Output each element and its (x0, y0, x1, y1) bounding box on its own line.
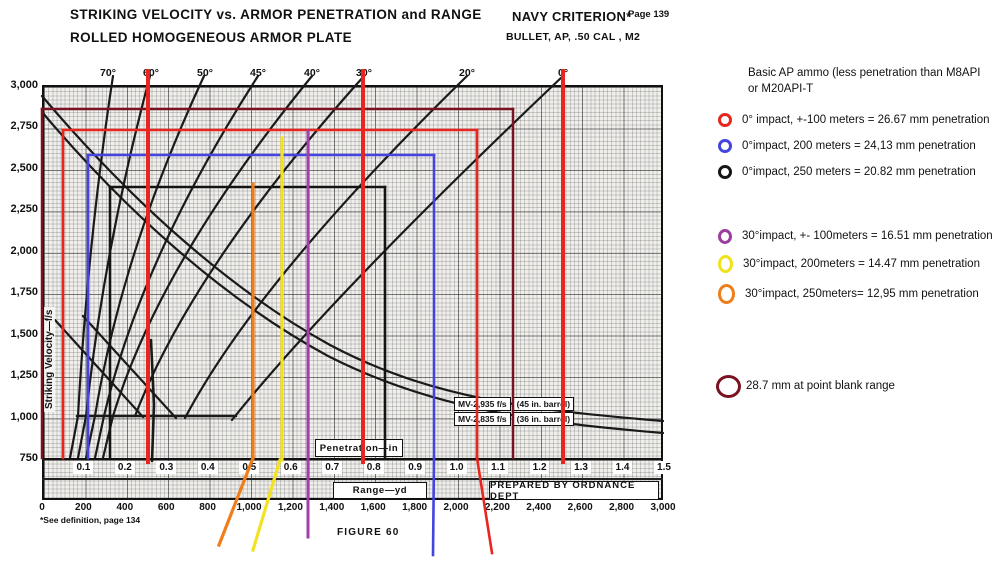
legend-item-label: 0° impact, +-100 meters = 26.67 mm penet… (742, 114, 990, 126)
angle-label: 0° (557, 67, 569, 79)
legend-item: 30°impact, 250meters= 12,95 mm penetrati… (718, 284, 979, 304)
y-tick-label: 2,750 (10, 120, 38, 133)
penetration-scale-title-box: Penetration—in (315, 439, 403, 457)
penetration-tick: 1.3 (571, 461, 591, 474)
penetration-tick: 0.3 (156, 461, 177, 474)
range-tick: 1,400 (319, 502, 345, 513)
legend-item-label: 30°impact, 200meters = 14.47 mm penetrat… (743, 258, 980, 270)
range-tick: 2,600 (567, 502, 593, 513)
penetration-axis-line (42, 458, 663, 461)
range-tick: 2,400 (526, 502, 552, 513)
page-title-line2: ROLLED HOMOGENEOUS ARMOR PLATE (70, 30, 352, 45)
mv-label-row-2: MV-2,835 f/s (36 in. barrel) (454, 412, 575, 426)
range-scale-title-box: Range—yd (333, 482, 427, 499)
mv-value-label: MV-2,835 f/s (454, 412, 511, 426)
penetration-tick: 0.4 (197, 461, 218, 474)
page-number: Page 139 (628, 9, 670, 20)
legend-ring-icon (718, 228, 732, 244)
legend-ring-icon (718, 165, 732, 179)
y-axis-label: Striking Velocity—f/s (44, 306, 55, 412)
penetration-tick: 1.5 (654, 461, 674, 474)
legend-item: 30°impact, +- 100meters = 16.51 mm penet… (718, 226, 993, 246)
y-tick-label: 1,250 (10, 369, 38, 382)
range-tick: 2,200 (484, 502, 510, 513)
range-tick: 2,800 (609, 502, 635, 513)
range-tick: 800 (199, 502, 216, 513)
dark-red-ring-icon (716, 374, 741, 398)
penetration-tick: 0.7 (322, 461, 343, 474)
angle-label: 45° (250, 67, 266, 79)
y-tick-label: 1,500 (10, 327, 38, 340)
legend-header: Basic AP ammo (less penetration than M8A… (748, 66, 998, 97)
barrel-label: (36 in. barrel) (512, 412, 575, 426)
y-tick-label: 1,750 (10, 286, 38, 299)
range-tick: 3,000 (650, 502, 676, 513)
y-tick-label: 1,000 (10, 410, 38, 423)
y-tick-label: 2,500 (10, 161, 38, 174)
y-tick-label: 750 (19, 451, 38, 464)
angle-label: 70° (100, 67, 116, 79)
penetration-tick: 1.0 (446, 461, 467, 474)
page-title-line1: STRIKING VELOCITY vs. ARMOR PENETRATION … (70, 7, 482, 22)
penetration-tick: 0.1 (73, 461, 94, 474)
figure-caption: FIGURE 60 (337, 527, 400, 538)
penetration-tick: 0.2 (114, 461, 135, 474)
range-tick: 1,600 (360, 502, 386, 513)
angle-label: 60° (143, 67, 159, 79)
legend-item-label: 0°impact, 250 meters = 20.82 mm penetrat… (742, 166, 976, 178)
penetration-tick: 0.5 (239, 461, 260, 474)
legend-header-line2: or M20API-T (748, 82, 814, 95)
range-tick: 1,000 (236, 502, 262, 513)
angle-label: 20° (459, 67, 475, 79)
range-tick: 2,000 (443, 502, 469, 513)
legend-ring-icon (718, 113, 732, 127)
penetration-tick: 0.9 (405, 461, 426, 474)
range-axis-line (42, 478, 663, 480)
angle-label: 40° (304, 67, 320, 79)
penetration-tick: 1.1 (488, 461, 509, 474)
bullet-spec-label: BULLET, AP, .50 CAL , M2 (506, 31, 641, 43)
legend-ring-icon (718, 139, 732, 153)
range-tick: 1,200 (277, 502, 303, 513)
criterion-label: NAVY CRITERION* (512, 9, 632, 24)
legend-item-label: 0°impact, 200 meters = 24,13 mm penetrat… (742, 140, 976, 152)
legend-ring-icon (718, 255, 733, 273)
range-tick: 400 (116, 502, 134, 513)
penetration-tick: 1.2 (529, 461, 550, 474)
prepared-by-box: PREPARED BY ORDNANCE DEPT (489, 480, 659, 502)
legend-item-point-blank: 28.7 mm at point blank range (716, 372, 895, 400)
angle-label: 30° (356, 67, 372, 79)
angle-label: 50° (197, 67, 213, 79)
legend-item: 0°impact, 200 meters = 24,13 mm penetrat… (718, 136, 976, 156)
y-tick-label: 2,250 (10, 203, 38, 216)
penetration-tick: 1.4 (612, 461, 633, 474)
legend-item-label: 30°impact, +- 100meters = 16.51 mm penet… (742, 230, 993, 242)
legend-ring-icon (718, 284, 735, 304)
legend-item: 30°impact, 200meters = 14.47 mm penetrat… (718, 254, 980, 274)
y-tick-label: 3,000 (10, 79, 38, 91)
legend-item: 0° impact, +-100 meters = 26.67 mm penet… (718, 110, 990, 130)
range-tick: 600 (157, 502, 175, 513)
legend-item: 0°impact, 250 meters = 20.82 mm penetrat… (718, 162, 976, 182)
graph-paper-grid (42, 85, 663, 500)
range-tick: 1,800 (402, 502, 428, 513)
range-tick: 0 (39, 502, 45, 513)
mv-label-row-1: MV-2,935 f/s (45 in. barrel) (454, 397, 575, 411)
range-tick: 200 (75, 502, 92, 513)
penetration-tick: 0.8 (363, 461, 384, 474)
legend-header-line1: Basic AP ammo (less penetration than M8A… (748, 67, 981, 79)
legend-item-label: 30°impact, 250meters= 12,95 mm penetrati… (745, 288, 979, 300)
barrel-label: (45 in. barrel) (512, 397, 575, 411)
legend-item-label: 28.7 mm at point blank range (746, 380, 895, 392)
penetration-tick: 0.6 (280, 461, 301, 474)
footnote: *See definition, page 134 (40, 515, 141, 525)
y-tick-label: 2,000 (10, 244, 38, 257)
mv-value-label: MV-2,935 f/s (454, 397, 511, 411)
